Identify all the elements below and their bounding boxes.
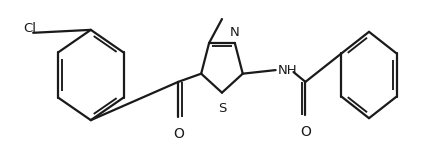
Text: NH: NH bbox=[278, 64, 297, 77]
Text: S: S bbox=[218, 102, 226, 114]
Text: N: N bbox=[230, 26, 240, 39]
Text: O: O bbox=[173, 127, 184, 141]
Text: Cl: Cl bbox=[23, 22, 36, 35]
Text: O: O bbox=[300, 125, 311, 139]
